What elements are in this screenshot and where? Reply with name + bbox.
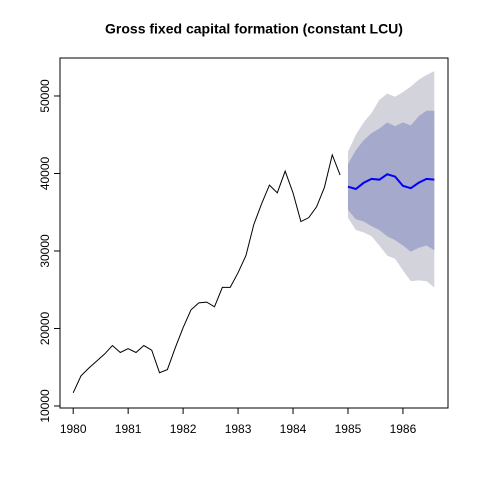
x-tick-label: 1985 xyxy=(335,422,362,436)
x-tick-label: 1986 xyxy=(390,422,417,436)
y-tick-label: 10000 xyxy=(38,389,52,423)
forecast-line xyxy=(347,173,435,191)
x-tick-label: 1982 xyxy=(170,422,197,436)
y-tick-label: 50000 xyxy=(38,79,52,113)
y-tick-label: 30000 xyxy=(38,234,52,268)
plot-frame xyxy=(59,57,449,409)
band-80 xyxy=(347,110,435,252)
x-tick-label: 1983 xyxy=(225,422,252,436)
x-tick-label: 1984 xyxy=(280,422,307,436)
chart-title: Gross fixed capital formation (constant … xyxy=(105,21,403,37)
x-tick-label: 1981 xyxy=(115,422,142,436)
history-line xyxy=(72,153,341,394)
x-tick-label: 1980 xyxy=(60,422,87,436)
y-tick-label: 20000 xyxy=(38,311,52,345)
y-tick-label: 40000 xyxy=(38,156,52,190)
